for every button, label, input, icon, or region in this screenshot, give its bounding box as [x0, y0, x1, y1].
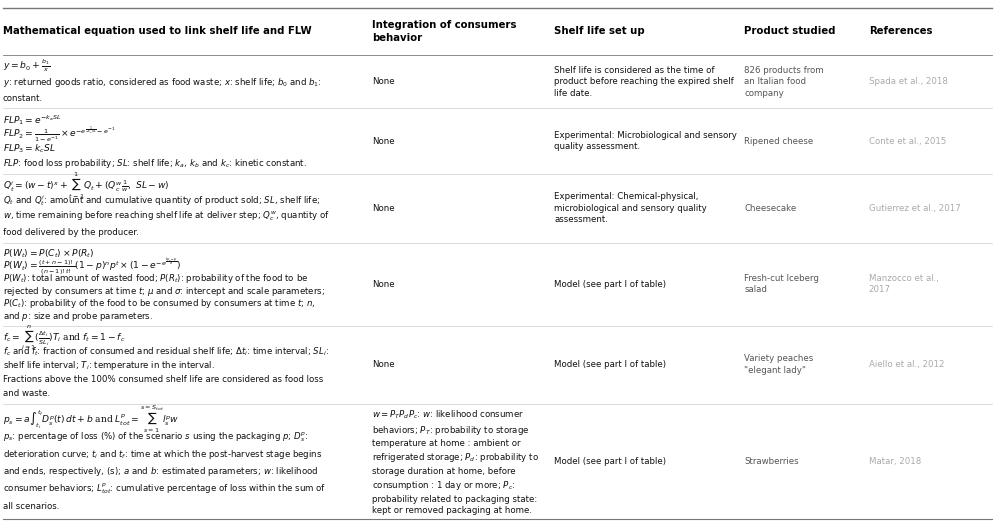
Text: $P(C_t)$: probability of the food to be consumed by consumers at time $t$; $n$,: $P(C_t)$: probability of the food to be … [3, 297, 315, 310]
Text: $w = P_T P_d P_c$: $w$: likelihood consumer
behaviors; $P_T$: probability to sto: $w = P_T P_d P_c$: $w$: likelihood consu… [372, 408, 539, 515]
Text: None: None [372, 280, 395, 289]
Text: Variety peaches
"elegant lady": Variety peaches "elegant lady" [744, 354, 813, 375]
Text: $w$, time remaining before reaching shelf life at deliver step; $Q_c^w$, quantit: $w$, time remaining before reaching shel… [3, 210, 330, 223]
Text: None: None [372, 360, 395, 369]
Text: $p_s = a \int_{t_i}^{t_f} D_s^p(t)\, dt + b$ and $L_{tot}^p = \sum_{s=1}^{s=S_{t: $p_s = a \int_{t_i}^{t_f} D_s^p(t)\, dt … [3, 404, 179, 435]
Text: food delivered by the producer.: food delivered by the producer. [3, 228, 138, 236]
Text: Model (see part I of table): Model (see part I of table) [554, 280, 666, 289]
Text: $FLP_3 = k_c SL$: $FLP_3 = k_c SL$ [3, 143, 56, 155]
Text: shelf life interval; $T_i$: temperature in the interval.: shelf life interval; $T_i$: temperature … [3, 359, 215, 372]
Text: $y = b_0 + \frac{b_1}{x}$: $y = b_0 + \frac{b_1}{x}$ [3, 58, 50, 74]
Text: Strawberries: Strawberries [744, 457, 798, 466]
Text: None: None [372, 204, 395, 212]
Text: Shelf life is considered as the time of
product before reaching the expired shel: Shelf life is considered as the time of … [554, 66, 734, 98]
Text: Manzocco et al.,
2017: Manzocco et al., 2017 [868, 274, 937, 294]
Text: $P(W_t) = \frac{(t+n-1)!}{(n-1)!t!}(1-p)^n p^t \times (1 - e^{-e^{\frac{t\mu_0 -: $P(W_t) = \frac{(t+n-1)!}{(n-1)!t!}(1-p)… [3, 256, 182, 277]
Text: $FLP$: food loss probability; $SL$: shelf life; $k_a$, $k_b$ and $k_c$: kinetic : $FLP$: food loss probability; $SL$: shel… [3, 157, 306, 170]
Text: Product studied: Product studied [744, 26, 835, 37]
Text: Model (see part I of table): Model (see part I of table) [554, 360, 666, 369]
Text: Spada et al., 2018: Spada et al., 2018 [868, 77, 946, 86]
Text: Fresh-cut Iceberg
salad: Fresh-cut Iceberg salad [744, 274, 818, 294]
Text: $FLP_1 = e^{-k_a SL}$: $FLP_1 = e^{-k_a SL}$ [3, 113, 62, 127]
Text: deterioration curve; $t_i$ and $t_f$: time at which the post-harvest stage begin: deterioration curve; $t_i$ and $t_f$: ti… [3, 447, 322, 460]
Text: Matar, 2018: Matar, 2018 [868, 457, 920, 466]
Text: and waste.: and waste. [3, 389, 50, 398]
Text: 826 products from
an Italian food
company: 826 products from an Italian food compan… [744, 66, 823, 98]
Text: constant.: constant. [3, 94, 43, 103]
Text: Shelf life set up: Shelf life set up [554, 26, 644, 37]
Text: $FLP_2 = \frac{1}{1-e^{-1}} \times e^{-e^{\frac{1}{-k_b SL}}-e^{-1}}$: $FLP_2 = \frac{1}{1-e^{-1}} \times e^{-e… [3, 124, 115, 145]
Text: Aiello et al., 2012: Aiello et al., 2012 [868, 360, 943, 369]
Text: $Q_t' = (w - t)^x + \sum_{t-1}^{1} Q_t + (Q_c^w \frac{1}{w},\ SL - w)$: $Q_t' = (w - t)^x + \sum_{t-1}^{1} Q_t +… [3, 170, 169, 200]
Text: None: None [372, 137, 395, 146]
Text: and $p$: size and probe parameters.: and $p$: size and probe parameters. [3, 310, 153, 323]
Text: Ripened cheese: Ripened cheese [744, 137, 813, 146]
Text: Integration of consumers
behavior: Integration of consumers behavior [372, 20, 516, 43]
Text: and ends, respectively, (s); $a$ and $b$: estimated parameters; $w$: likelihood: and ends, respectively, (s); $a$ and $b$… [3, 465, 318, 478]
Text: rejected by consumers at time $t$; $\mu$ and $\sigma$: intercept and scale param: rejected by consumers at time $t$; $\mu$… [3, 284, 325, 298]
Text: Experimental: Microbiological and sensory
quality assessment.: Experimental: Microbiological and sensor… [554, 131, 737, 151]
Text: consumer behaviors; $L_{tot}^p$: cumulative percentage of loss within the sum of: consumer behaviors; $L_{tot}^p$: cumulat… [3, 481, 326, 496]
Text: Model (see part I of table): Model (see part I of table) [554, 457, 666, 466]
Text: Mathematical equation used to link shelf life and FLW: Mathematical equation used to link shelf… [3, 26, 311, 37]
Text: $f_c$ and $f_t$: fraction of consumed and residual shelf life; $\Delta t_i$: tim: $f_c$ and $f_t$: fraction of consumed an… [3, 345, 328, 358]
Text: $P(W_t) = P(C_t) \times P(R_t)$: $P(W_t) = P(C_t) \times P(R_t)$ [3, 247, 94, 260]
Text: $P(W_t)$: total amount of wasted food; $P(R_t)$: probability of the food to be: $P(W_t)$: total amount of wasted food; $… [3, 272, 308, 285]
Text: Cheesecake: Cheesecake [744, 204, 796, 212]
Text: all scenarios.: all scenarios. [3, 502, 60, 511]
Text: $f_c = \sum_{i=1}^{n}(\frac{\Delta t_i}{SL_i})T_i$ and $f_t = 1 - f_c$: $f_c = \sum_{i=1}^{n}(\frac{\Delta t_i}{… [3, 323, 125, 352]
Text: $y$: returned goods ratio, considered as food waste; $x$: shelf life; $b_0$ and : $y$: returned goods ratio, considered as… [3, 76, 321, 89]
Text: Conte et al., 2015: Conte et al., 2015 [868, 137, 945, 146]
Text: Gutierrez et al., 2017: Gutierrez et al., 2017 [868, 204, 959, 212]
Text: $Q_t$ and $Q_t'$: amount and cumulative quantity of product sold; $SL$, shelf li: $Q_t$ and $Q_t'$: amount and cumulative … [3, 194, 320, 208]
Text: $p_s$: percentage of loss (%) of the scenario $s$ using the packaging $p$; $D_s^: $p_s$: percentage of loss (%) of the sce… [3, 430, 308, 444]
Text: References: References [868, 26, 931, 37]
Text: None: None [372, 77, 395, 86]
Text: Experimental: Chemical-physical,
microbiological and sensory quality
assessment.: Experimental: Chemical-physical, microbi… [554, 192, 707, 224]
Text: Fractions above the 100% consumed shelf life are considered as food loss: Fractions above the 100% consumed shelf … [3, 375, 323, 384]
